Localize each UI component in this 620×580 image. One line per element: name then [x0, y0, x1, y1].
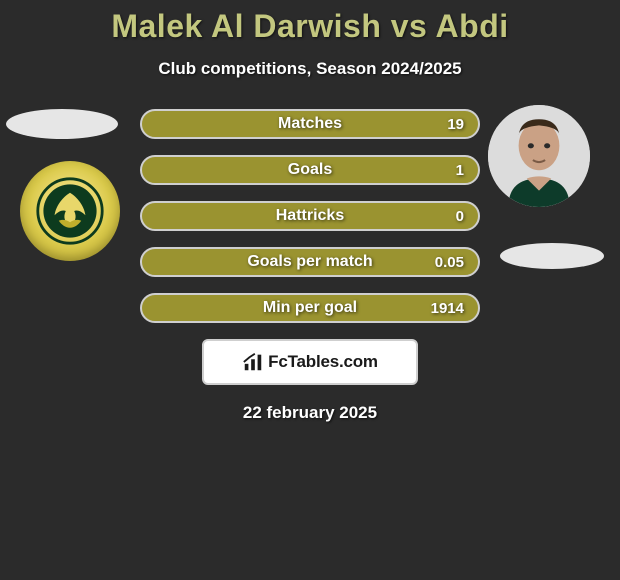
stat-label: Goals: [288, 161, 332, 179]
player-avatar-icon: [488, 105, 590, 207]
stat-row-goals-per-match: Goals per match 0.05: [140, 247, 480, 277]
brand-box: FcTables.com: [202, 339, 418, 385]
stat-row-min-per-goal: Min per goal 1914: [140, 293, 480, 323]
left-placeholder-pill: [6, 109, 118, 139]
stat-value: 1914: [431, 300, 464, 317]
stats-area: Matches 19 Goals 1 Hattricks 0 Goals per…: [0, 109, 620, 323]
stat-rows: Matches 19 Goals 1 Hattricks 0 Goals per…: [140, 109, 480, 323]
subtitle: Club competitions, Season 2024/2025: [0, 59, 620, 79]
stat-row-hattricks: Hattricks 0: [140, 201, 480, 231]
brand-text: FcTables.com: [268, 352, 378, 372]
stat-value: 0.05: [435, 254, 464, 271]
stat-label: Goals per match: [247, 253, 372, 271]
stat-value: 0: [456, 208, 464, 225]
stat-value: 1: [456, 162, 464, 179]
stat-label: Min per goal: [263, 299, 357, 317]
title: Malek Al Darwish vs Abdi: [0, 8, 620, 45]
eagle-crest-icon: [35, 176, 105, 246]
stat-label: Matches: [278, 115, 342, 133]
stat-row-matches: Matches 19: [140, 109, 480, 139]
club-badge-left: [20, 161, 120, 261]
stat-label: Hattricks: [276, 207, 344, 225]
stat-row-goals: Goals 1: [140, 155, 480, 185]
date: 22 february 2025: [0, 403, 620, 423]
infographic-container: Malek Al Darwish vs Abdi Club competitio…: [0, 0, 620, 423]
stat-value: 19: [447, 116, 464, 133]
player-avatar-right: [488, 105, 590, 207]
right-placeholder-pill: [500, 243, 604, 269]
bar-chart-icon: [242, 351, 264, 373]
